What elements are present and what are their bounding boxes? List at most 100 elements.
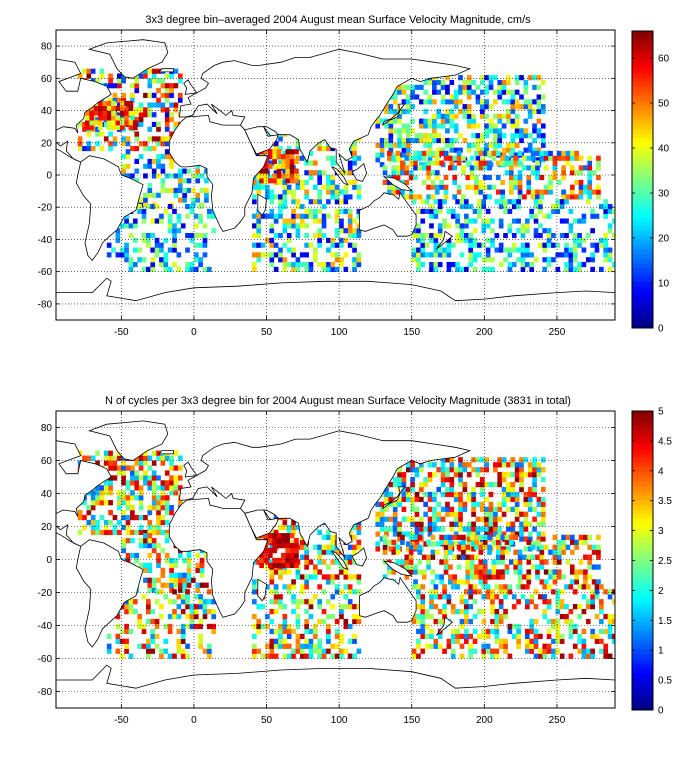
data-cell <box>189 618 195 625</box>
data-cell <box>106 633 112 639</box>
data-cell <box>572 623 578 630</box>
data-cell <box>191 187 196 194</box>
data-cell <box>440 99 446 105</box>
data-cell <box>523 99 529 105</box>
data-cell <box>599 638 604 644</box>
data-cell <box>458 506 463 512</box>
data-cell <box>379 118 385 124</box>
data-cell <box>317 653 323 659</box>
data-cell <box>569 539 575 545</box>
data-cell <box>121 78 126 84</box>
data-cell <box>464 223 469 229</box>
data-cell <box>291 213 296 219</box>
data-cell <box>173 173 179 179</box>
data-cell <box>150 609 156 615</box>
data-cell <box>500 559 505 565</box>
data-cell <box>312 170 318 176</box>
x-tick-label: 200 <box>476 327 493 338</box>
data-cell <box>450 584 456 590</box>
data-cell <box>159 218 164 224</box>
data-cell <box>198 638 203 644</box>
data-cell <box>330 189 336 195</box>
data-cell <box>432 491 437 498</box>
data-cell <box>95 485 100 491</box>
data-cell <box>308 574 314 580</box>
data-cell <box>488 501 494 507</box>
data-cell <box>156 577 161 583</box>
data-cell <box>272 547 277 554</box>
data-cell <box>417 534 423 540</box>
data-cell <box>272 173 277 179</box>
data-cell <box>278 233 283 239</box>
data-cell <box>468 252 474 258</box>
data-cell <box>529 648 534 654</box>
data-cell <box>599 584 604 590</box>
data-cell <box>477 208 482 214</box>
data-cell <box>456 554 462 560</box>
data-cell <box>291 218 296 224</box>
data-cell <box>317 529 323 536</box>
data-cell <box>509 150 514 156</box>
data-cell <box>392 506 398 512</box>
data-cell <box>330 653 336 659</box>
data-cell <box>334 233 340 239</box>
data-cell <box>423 501 428 507</box>
data-cell <box>334 574 340 580</box>
data-cell <box>99 131 105 137</box>
data-cell <box>269 242 275 248</box>
data-cell <box>468 242 474 248</box>
data-cell <box>462 462 468 468</box>
data-cell <box>317 199 323 205</box>
data-cell <box>420 613 426 620</box>
data-cell <box>273 569 279 575</box>
data-cell <box>478 574 484 580</box>
data-cell <box>334 218 340 224</box>
data-cell <box>497 477 503 483</box>
data-cell <box>612 589 615 595</box>
data-cell <box>509 184 514 190</box>
data-cell <box>432 521 437 527</box>
data-cell <box>156 68 161 74</box>
data-cell <box>596 194 601 200</box>
data-cell <box>167 266 173 272</box>
data-cell <box>93 110 99 116</box>
data-cell <box>99 73 105 79</box>
data-cell <box>272 543 277 549</box>
data-cell <box>432 526 437 532</box>
data-cell <box>256 618 262 625</box>
data-cell <box>555 618 561 625</box>
data-cell <box>423 162 428 168</box>
data-cell <box>485 594 491 600</box>
data-cell <box>448 539 453 545</box>
data-cell <box>260 252 266 258</box>
data-cell <box>405 137 411 144</box>
data-cell <box>577 638 582 644</box>
data-cell <box>98 120 103 126</box>
colorbar-segment <box>632 527 653 533</box>
data-cell <box>513 559 519 565</box>
data-cell <box>587 564 593 570</box>
data-cell <box>392 118 398 124</box>
data-cell <box>581 653 587 659</box>
data-cell <box>556 179 562 185</box>
data-cell <box>524 633 530 639</box>
data-cell <box>295 141 301 147</box>
data-cell <box>542 228 548 234</box>
data-cell <box>330 194 336 200</box>
data-cell <box>437 228 443 234</box>
data-cell <box>89 125 95 131</box>
data-cell <box>536 99 542 105</box>
data-cell <box>312 643 318 649</box>
data-cell <box>478 165 484 171</box>
data-cell <box>103 524 109 531</box>
data-cell <box>448 155 453 161</box>
data-cell <box>163 623 169 630</box>
data-cell <box>375 546 381 552</box>
data-cell <box>479 486 485 493</box>
data-cell <box>493 128 498 134</box>
data-cell <box>291 266 296 272</box>
data-cell <box>519 536 524 542</box>
data-cell <box>433 604 439 610</box>
data-cell <box>295 643 301 649</box>
data-cell <box>408 170 414 176</box>
